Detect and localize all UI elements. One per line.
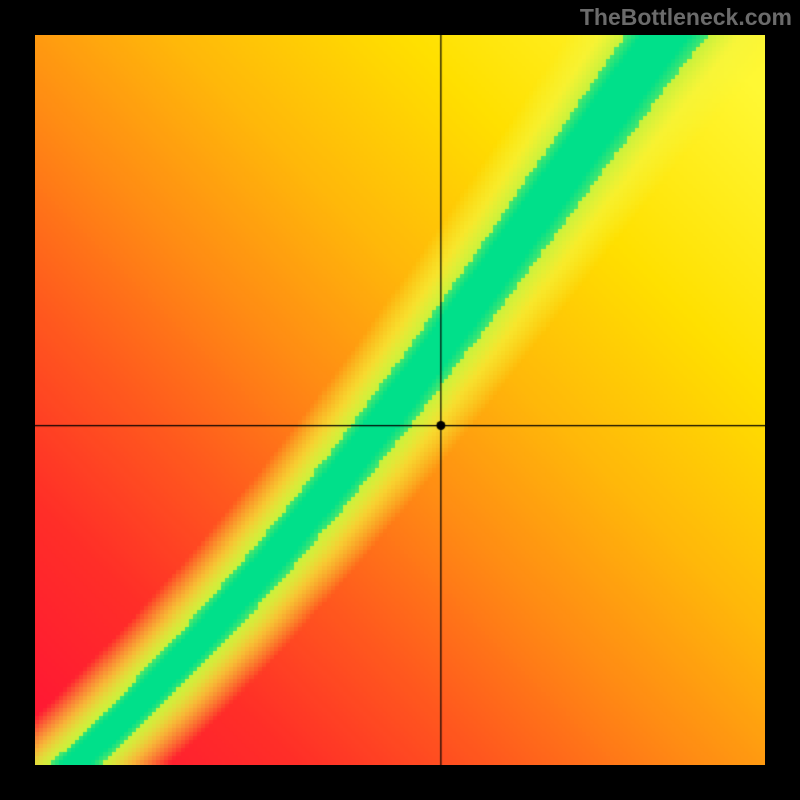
watermark-text: TheBottleneck.com xyxy=(580,4,792,31)
heatmap-canvas xyxy=(35,35,765,765)
chart-canvas-wrap xyxy=(35,35,765,765)
